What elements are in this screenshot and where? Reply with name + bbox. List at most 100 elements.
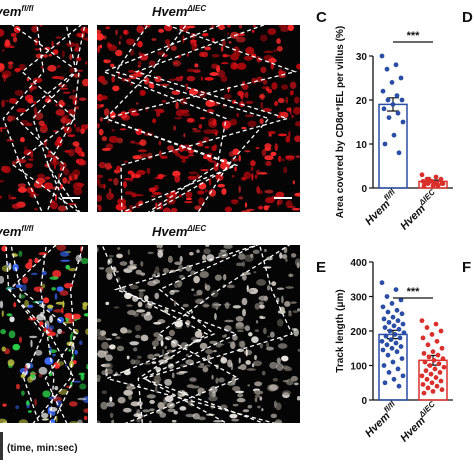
cell-blob xyxy=(51,287,56,291)
cell-blob xyxy=(245,348,248,357)
cell-blob xyxy=(74,146,83,154)
cell-blob xyxy=(103,59,108,63)
cell-blob xyxy=(78,372,86,376)
data-point xyxy=(387,328,393,334)
cell-blob xyxy=(105,354,113,362)
cell-blob xyxy=(255,146,260,150)
data-point xyxy=(391,132,397,138)
cell-blob xyxy=(222,39,226,47)
cell-blob xyxy=(113,306,120,309)
cell-blob xyxy=(130,49,135,56)
cell-blob xyxy=(101,370,107,376)
cell-blob xyxy=(211,145,217,152)
cell-blob xyxy=(67,108,76,116)
y-tick-label: 20 xyxy=(356,96,368,107)
cell-blob xyxy=(16,108,27,113)
cell-blob xyxy=(192,127,198,131)
cell-blob xyxy=(194,63,199,68)
cell-blob xyxy=(66,42,76,48)
cell-blob xyxy=(287,25,295,32)
cell-blob xyxy=(72,360,77,365)
cell-blob xyxy=(254,397,258,403)
cell-blob xyxy=(97,378,101,383)
cell-blob xyxy=(79,383,87,390)
cell-blob xyxy=(167,255,173,264)
villus-outline xyxy=(15,25,86,212)
cell-blob xyxy=(149,399,155,405)
cell-blob xyxy=(236,62,247,70)
label-sup: ΔIEC xyxy=(186,4,206,13)
cell-blob xyxy=(267,28,277,35)
cell-blob xyxy=(55,109,65,116)
cell-blob xyxy=(161,348,165,356)
cell-blob xyxy=(134,43,141,46)
cell-blob xyxy=(129,263,138,267)
cell-blob xyxy=(157,250,164,258)
cell-blob xyxy=(219,249,228,252)
cell-blob xyxy=(149,408,155,412)
cell-blob xyxy=(47,304,54,309)
cell-blob xyxy=(218,251,229,259)
cell-blob xyxy=(73,123,77,128)
cell-blob xyxy=(286,107,292,112)
cell-blob xyxy=(57,360,65,366)
cell-blob xyxy=(182,112,190,117)
cell-blob xyxy=(56,333,59,338)
cell-blob xyxy=(99,117,104,122)
y-tick-label: 400 xyxy=(350,258,367,269)
cell-blob xyxy=(58,173,61,180)
data-point xyxy=(389,301,395,306)
data-point xyxy=(395,110,401,116)
cell-blob xyxy=(199,51,205,58)
cell-blob xyxy=(77,158,80,165)
cell-blob xyxy=(153,321,162,325)
data-point xyxy=(436,361,442,367)
cell-blob xyxy=(128,204,135,210)
cell-blob xyxy=(8,97,18,104)
cell-blob xyxy=(56,245,67,251)
cell-blob xyxy=(220,62,229,65)
cell-blob xyxy=(97,45,100,54)
micrographs xyxy=(0,25,300,423)
cell-blob xyxy=(281,295,284,304)
cell-blob xyxy=(238,357,241,364)
cell-blob xyxy=(280,27,290,33)
cell-blob xyxy=(171,372,175,379)
villus-outline xyxy=(104,25,239,212)
cell-blob xyxy=(190,310,194,314)
cell-blob xyxy=(97,328,102,337)
cell-blob xyxy=(129,284,139,290)
cell-blob xyxy=(283,366,293,372)
cell-blob xyxy=(194,330,203,338)
cell-blob xyxy=(171,90,181,96)
cell-blob xyxy=(41,270,47,276)
cell-blob xyxy=(34,208,39,211)
cell-blob xyxy=(275,363,284,371)
cell-blob xyxy=(1,310,4,317)
cell-blob xyxy=(72,313,81,320)
data-point xyxy=(381,316,387,322)
cell-blob xyxy=(105,338,112,341)
cell-blob xyxy=(38,374,43,378)
cell-blob xyxy=(111,419,115,423)
cell-blob xyxy=(30,272,38,276)
data-point xyxy=(393,62,399,68)
cell-blob xyxy=(267,131,276,135)
villus-outline xyxy=(2,25,45,212)
cell-blob xyxy=(129,341,140,346)
cell-blob xyxy=(264,143,272,149)
cell-blob xyxy=(205,349,214,355)
cell-blob xyxy=(211,53,220,58)
label-name: Hvem xyxy=(0,4,22,19)
cell-blob xyxy=(59,331,66,334)
cell-blob xyxy=(230,53,240,61)
data-point xyxy=(386,319,392,325)
cell-blob xyxy=(193,275,200,284)
data-point xyxy=(400,373,406,379)
cell-blob xyxy=(289,81,297,90)
data-point xyxy=(441,364,447,370)
micrograph xyxy=(0,25,88,212)
data-point xyxy=(420,382,426,387)
data-point xyxy=(433,321,439,327)
cell-blob xyxy=(236,329,244,333)
